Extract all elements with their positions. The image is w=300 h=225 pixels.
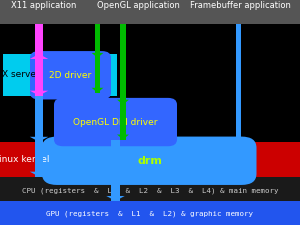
Polygon shape: [92, 88, 104, 93]
Bar: [35, 24, 43, 54]
Text: CPU (registers  &  L1  &  L2  &  L3  &  L4) & main memory: CPU (registers & L1 & L2 & L3 & L4) & ma…: [22, 187, 278, 194]
Polygon shape: [30, 54, 48, 59]
Bar: [111, 177, 120, 201]
Bar: [120, 105, 126, 140]
Polygon shape: [106, 196, 125, 201]
Polygon shape: [92, 53, 104, 58]
Text: drm: drm: [138, 156, 162, 166]
Polygon shape: [30, 137, 48, 142]
Bar: [95, 58, 100, 93]
Polygon shape: [30, 172, 48, 177]
Text: X server: X server: [2, 70, 39, 79]
Text: OpenGL DRI driver: OpenGL DRI driver: [73, 118, 158, 127]
Text: X11 application: X11 application: [11, 1, 76, 10]
Bar: [95, 24, 100, 58]
FancyBboxPatch shape: [30, 51, 111, 99]
FancyBboxPatch shape: [42, 137, 256, 185]
Bar: [111, 140, 120, 177]
Polygon shape: [106, 172, 125, 177]
Polygon shape: [30, 91, 48, 96]
Bar: [0, 201, 300, 225]
Bar: [3, 54, 117, 96]
Text: Framebuffer application: Framebuffer application: [190, 1, 290, 10]
Text: OpenGL application: OpenGL application: [97, 1, 179, 10]
Bar: [236, 24, 241, 177]
Text: 2D driver: 2D driver: [50, 71, 92, 80]
Polygon shape: [117, 100, 129, 105]
FancyBboxPatch shape: [54, 98, 177, 146]
Text: GPU (registers  &  L1  &  L2) & graphic memory: GPU (registers & L1 & L2) & graphic memo…: [46, 211, 253, 217]
Polygon shape: [232, 172, 244, 177]
Polygon shape: [117, 135, 129, 140]
Bar: [120, 24, 126, 105]
Bar: [0, 142, 300, 177]
Bar: [0, 0, 300, 24]
Bar: [35, 96, 43, 142]
Bar: [35, 142, 43, 177]
Text: Linux kernel: Linux kernel: [0, 155, 49, 164]
Bar: [35, 54, 43, 96]
Bar: [0, 177, 300, 201]
